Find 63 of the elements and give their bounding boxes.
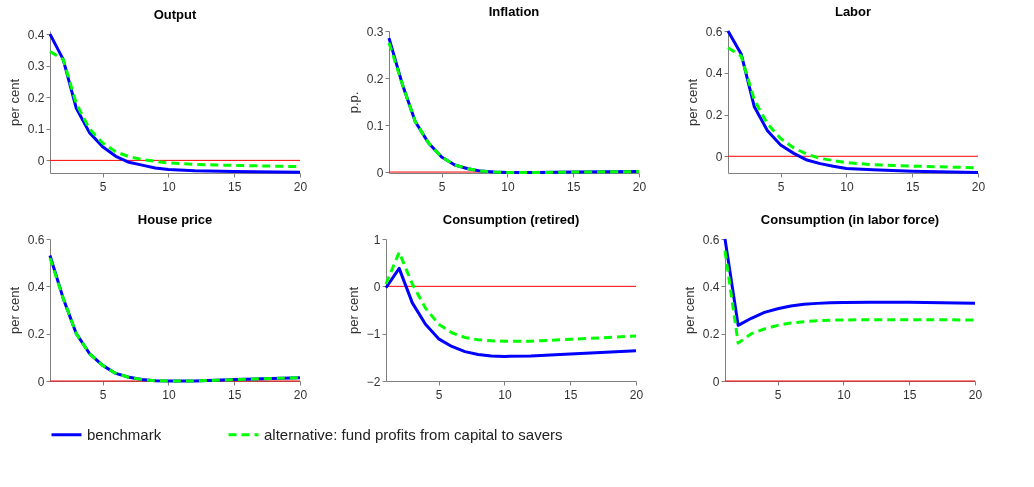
y-tick-label: 0 — [712, 374, 720, 389]
y-tick-label: 0 — [715, 149, 723, 164]
y-tick-label: −2 — [366, 374, 381, 389]
x-tick-label: 10 — [498, 387, 512, 402]
x-tick-label: 10 — [501, 179, 515, 194]
x-tick-label: 5 — [438, 179, 446, 194]
y-tick-label: 0.3 — [366, 24, 384, 39]
y-tick-label: 0.2 — [366, 71, 384, 86]
chart-title: Inflation — [488, 4, 540, 19]
chart-title: Output — [153, 7, 197, 23]
x-tick-label: 15 — [228, 179, 242, 194]
y-axis-title: per cent — [6, 78, 22, 126]
y-axis-title: per cent — [345, 286, 361, 334]
x-tick-label: 15 — [228, 387, 242, 402]
chart-title: Consumption (retired) — [442, 212, 580, 227]
x-tick-label: 5 — [774, 387, 782, 402]
x-tick-label: 20 — [293, 179, 308, 194]
y-axis-title: p.p. — [345, 91, 361, 114]
x-tick-label: 10 — [162, 179, 176, 194]
y-axis-title: per cent — [6, 286, 22, 334]
x-tick-label: 10 — [840, 179, 854, 194]
y-tick-label: 0.6 — [27, 232, 45, 247]
x-tick-label: 10 — [162, 387, 176, 402]
y-tick-label: 0.2 — [27, 327, 45, 342]
x-tick-label: 15 — [567, 179, 581, 194]
x-tick-label: 15 — [903, 387, 917, 402]
y-tick-label: 0.2 — [27, 90, 45, 105]
x-tick-label: 20 — [968, 387, 983, 402]
y-tick-label: 0.4 — [702, 279, 720, 294]
y-tick-label: 0.2 — [705, 108, 723, 123]
x-tick-label: 20 — [632, 179, 647, 194]
y-tick-label: −1 — [366, 327, 381, 342]
y-tick-label: 1 — [373, 232, 381, 247]
chart-title: Consumption (in labor force) — [760, 212, 940, 227]
y-tick-label: 0 — [37, 374, 45, 389]
y-tick-label: 0.4 — [27, 27, 45, 42]
y-tick-label: 0.3 — [27, 59, 45, 74]
y-tick-label: 0.1 — [27, 122, 45, 137]
y-tick-label: 0 — [373, 279, 381, 294]
x-tick-label: 5 — [777, 179, 785, 194]
x-tick-label: 15 — [564, 387, 578, 402]
y-tick-label: 0.4 — [705, 66, 723, 81]
y-tick-label: 0.1 — [366, 118, 384, 133]
x-tick-label: 15 — [906, 179, 920, 194]
x-tick-label: 5 — [99, 387, 107, 402]
x-tick-label: 20 — [293, 387, 308, 402]
x-tick-label: 5 — [99, 179, 107, 194]
y-tick-label: 0 — [376, 165, 384, 180]
y-tick-label: 0.6 — [705, 24, 723, 39]
y-tick-label: 0.2 — [702, 327, 720, 342]
x-tick-label: 5 — [435, 387, 443, 402]
y-axis-title: per cent — [684, 78, 700, 126]
legend-label: benchmark — [87, 425, 162, 443]
x-tick-label: 20 — [629, 387, 644, 402]
y-axis-title: per cent — [681, 286, 697, 334]
x-tick-label: 20 — [971, 179, 986, 194]
chart-title: House price — [137, 212, 213, 227]
legend-label: alternative: fund profits from capital to savers — [264, 425, 563, 443]
x-tick-label: 10 — [837, 387, 851, 402]
y-tick-label: 0.4 — [27, 279, 45, 294]
chart-title: Labor — [834, 4, 872, 19]
y-tick-label: 0 — [37, 153, 45, 168]
y-tick-label: 0.6 — [702, 232, 720, 247]
